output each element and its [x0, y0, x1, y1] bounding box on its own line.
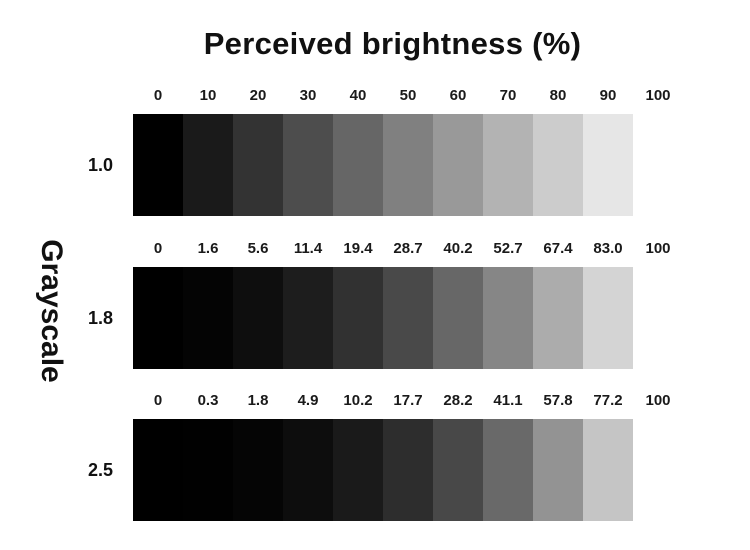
grayscale-segment	[383, 267, 433, 369]
grayscale-segment	[283, 267, 333, 369]
brightness-value: 70	[499, 87, 517, 104]
grayscale-segment	[633, 114, 683, 216]
brightness-value: 19.4	[343, 240, 373, 257]
brightness-value: 77.2	[593, 392, 623, 409]
grayscale-segment	[133, 267, 183, 369]
brightness-value: 10	[199, 87, 217, 104]
grayscale-segment	[533, 114, 583, 216]
brightness-value: 20	[249, 87, 267, 104]
grayscale-bar	[133, 419, 683, 521]
brightness-value: 0	[153, 392, 163, 409]
brightness-value: 100	[645, 240, 671, 257]
chart-title: Perceived brightness (%)	[203, 26, 582, 61]
grayscale-segment	[233, 267, 283, 369]
grayscale-segment	[583, 419, 633, 521]
gamma-row: 1.0 0 10 20 30 40 50 60 70 80 90 100	[88, 86, 683, 216]
grayscale-segment	[583, 267, 633, 369]
gamma-row: 1.8 0 1.6 5.6 11.4 19.4 28.7 40.2 52.7 67.4 83.0 1…	[88, 239, 683, 369]
grayscale-segment	[483, 114, 533, 216]
brightness-value: 0	[153, 240, 163, 257]
grayscale-segment	[633, 419, 683, 521]
brightness-label-row: 0 10 20 30 40 50 60 70 80 90 100	[133, 86, 683, 106]
brightness-value: 80	[549, 87, 567, 104]
grayscale-bar	[133, 114, 683, 216]
grayscale-segment	[233, 114, 283, 216]
grayscale-segment	[283, 419, 333, 521]
brightness-value: 30	[299, 87, 317, 104]
brightness-value: 100	[645, 392, 671, 409]
brightness-value: 100	[645, 87, 671, 104]
grayscale-segment	[133, 114, 183, 216]
brightness-label-row: 0 1.6 5.6 11.4 19.4 28.7 40.2 52.7 67.4 83.0 100	[133, 239, 683, 259]
grayscale-segment	[283, 114, 333, 216]
grayscale-segment	[383, 419, 433, 521]
grayscale-segment	[383, 114, 433, 216]
grayscale-segment	[633, 267, 683, 369]
grayscale-segment	[333, 267, 383, 369]
grayscale-segment	[133, 419, 183, 521]
grayscale-segment	[533, 419, 583, 521]
brightness-value: 83.0	[593, 240, 623, 257]
brightness-label-row: 0 0.3 1.8 4.9 10.2 17.7 28.2 41.1 57.8 77.2 100	[133, 391, 683, 411]
brightness-value: 10.2	[343, 392, 373, 409]
brightness-value: 1.8	[247, 392, 269, 409]
grayscale-segment	[533, 267, 583, 369]
brightness-value: 50	[399, 87, 417, 104]
brightness-value: 52.7	[493, 240, 523, 257]
brightness-value: 40.2	[443, 240, 473, 257]
brightness-value: 67.4	[543, 240, 573, 257]
brightness-value: 0	[153, 87, 163, 104]
brightness-value: 41.1	[493, 392, 523, 409]
brightness-value: 57.8	[543, 392, 573, 409]
brightness-value: 4.9	[297, 392, 319, 409]
brightness-value: 40	[349, 87, 367, 104]
brightness-value: 11.4	[293, 240, 323, 257]
grayscale-segment	[483, 267, 533, 369]
y-axis-label: Grayscale	[35, 239, 68, 383]
grayscale-bar	[133, 267, 683, 369]
grayscale-segment	[183, 419, 233, 521]
grayscale-segment	[233, 419, 283, 521]
brightness-value: 1.6	[197, 240, 219, 257]
grayscale-segment	[433, 419, 483, 521]
grayscale-segment	[433, 267, 483, 369]
grayscale-segment	[583, 114, 633, 216]
grayscale-segment	[333, 419, 383, 521]
grayscale-segment	[333, 114, 383, 216]
gamma-value-label: 2.5	[87, 459, 113, 480]
grayscale-segment	[483, 419, 533, 521]
grayscale-segment	[433, 114, 483, 216]
brightness-value: 0.3	[197, 392, 219, 409]
brightness-value: 90	[599, 87, 617, 104]
brightness-value: 17.7	[393, 392, 423, 409]
gamma-row: 2.5 0 0.3 1.8 4.9 10.2 17.7 28.2 41.1 57.8 77.2 10…	[88, 391, 683, 521]
grayscale-segment	[183, 114, 233, 216]
grayscale-segment	[183, 267, 233, 369]
brightness-value: 28.7	[393, 240, 423, 257]
brightness-value: 28.2	[443, 392, 473, 409]
brightness-value: 60	[449, 87, 467, 104]
brightness-value: 5.6	[247, 240, 269, 257]
gamma-value-label: 1.8	[87, 307, 113, 328]
gamma-value-label: 1.0	[87, 154, 113, 175]
